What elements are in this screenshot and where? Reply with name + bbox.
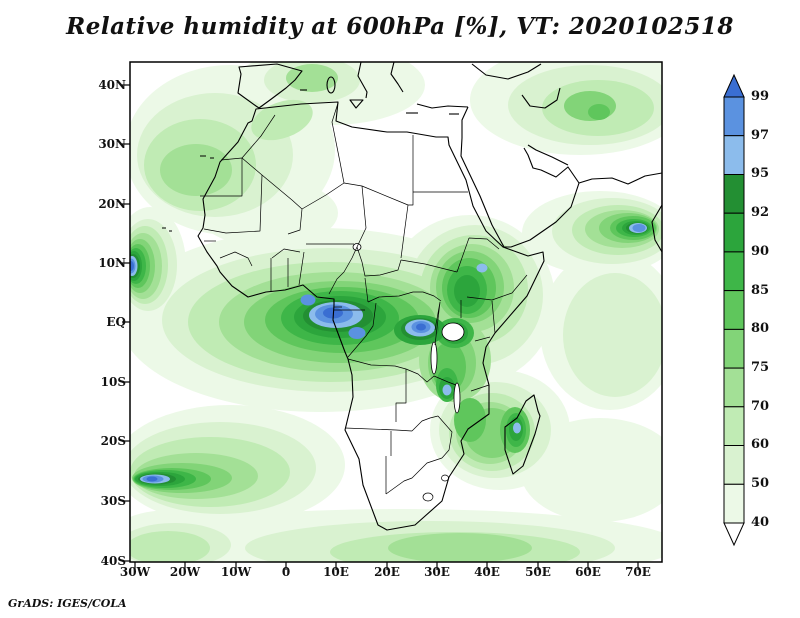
y-axis-label: 20N — [98, 197, 126, 211]
colorbar-label: 92 — [751, 205, 770, 220]
black-sea-coast — [471, 63, 542, 80]
coastlines — [162, 62, 662, 531]
y-axis-label: 20S — [100, 434, 126, 448]
y-axis-label: 30S — [100, 494, 126, 508]
cape-verde-islands — [162, 227, 172, 232]
colorbar-label: 75 — [751, 360, 770, 375]
x-axis-label: 40E — [474, 565, 500, 579]
x-axis-label: 30E — [424, 565, 450, 579]
x-axis-label: 30W — [119, 565, 151, 579]
colorbar-label: 95 — [751, 166, 770, 181]
lake-malawi — [453, 382, 461, 414]
x-axis-label: 0 — [281, 565, 291, 579]
greece-coast — [390, 62, 404, 93]
y-axis-label: 40S — [100, 554, 126, 568]
canary-islands — [200, 155, 214, 159]
iberia-coastline — [237, 63, 303, 109]
colorbar-label: 40 — [751, 515, 770, 530]
lesotho-border — [422, 492, 434, 502]
map-frame — [129, 61, 663, 563]
x-axis-label: 10W — [220, 565, 252, 579]
y-axis-label: 10S — [100, 375, 126, 389]
grads-credit: GrADS: IGES/COLA — [8, 597, 127, 610]
colorbar-label: 85 — [751, 283, 770, 298]
sardinia — [326, 76, 336, 94]
colorbar-label: 60 — [751, 437, 770, 452]
colorbar — [723, 73, 745, 547]
x-axis-label: 10E — [323, 565, 349, 579]
lake-tanganyika — [430, 341, 438, 375]
turkey-south-coast — [416, 103, 469, 109]
italy-coast — [357, 62, 368, 99]
x-axis-label: 50E — [525, 565, 551, 579]
colorbar-label: 50 — [751, 476, 770, 491]
persian-gulf-north-coast — [527, 144, 569, 166]
lakes — [352, 243, 465, 414]
y-axis-label: EQ — [106, 315, 126, 329]
y-axis-label: 10N — [98, 256, 126, 270]
country-borders — [200, 102, 528, 502]
colorbar-label: 99 — [751, 89, 770, 104]
x-axis-label: 60E — [575, 565, 601, 579]
y-axis-label: 40N — [98, 78, 126, 92]
y-axis-label: 30N — [98, 137, 126, 151]
madagascar-coastline — [504, 394, 541, 475]
x-axis-label: 70E — [625, 565, 651, 579]
iran-coastline — [578, 172, 662, 185]
colorbar-arrow-top — [723, 73, 745, 98]
eswatini-border — [441, 474, 449, 482]
india-coastline — [651, 204, 662, 253]
x-axis-label: 20W — [169, 565, 201, 579]
chart-title: Relative humidity at 600hPa [%], VT: 202… — [66, 13, 734, 40]
africa-coastline — [197, 101, 545, 531]
caspian-coast — [521, 87, 561, 109]
axis-ticks — [122, 84, 639, 570]
arabia-coastline — [460, 106, 580, 248]
colorbar-label: 70 — [751, 399, 770, 414]
humidity-field — [130, 62, 662, 562]
colorbar-label: 80 — [751, 321, 770, 336]
lake-victoria — [441, 322, 465, 342]
colorbar-arrow-bottom — [723, 522, 745, 547]
colorbar-label: 90 — [751, 244, 770, 259]
x-axis-label: 20E — [374, 565, 400, 579]
colorbar-label: 97 — [751, 128, 770, 143]
sicily — [349, 99, 364, 109]
